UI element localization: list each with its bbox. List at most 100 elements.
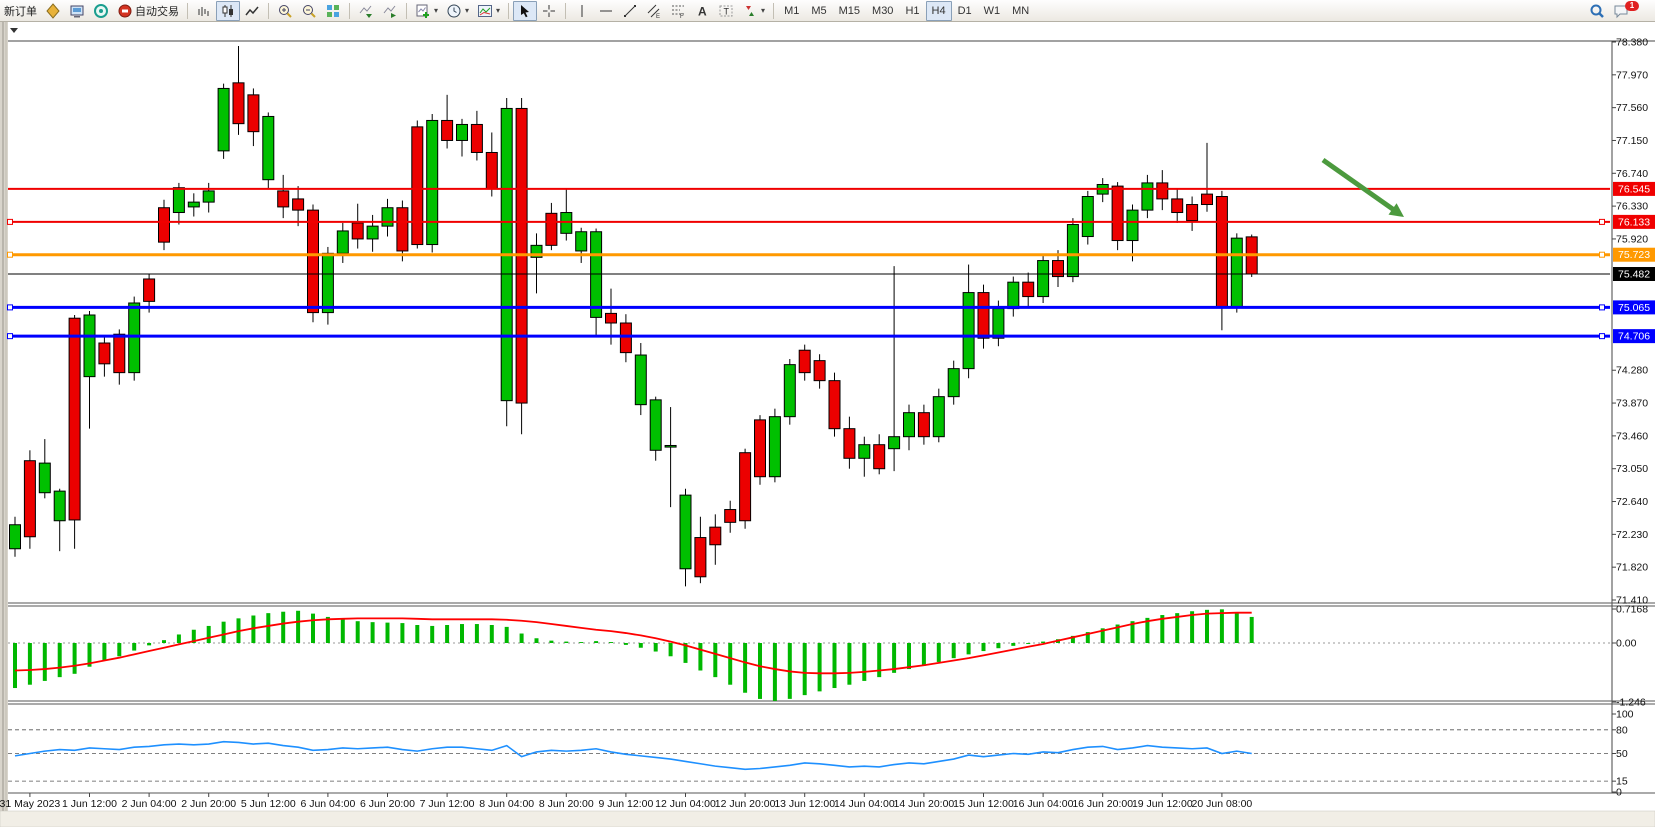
price-tick-label: 78.380 [1616,37,1648,49]
candle [575,231,588,252]
chart-title-dropdown-icon[interactable] [10,28,18,33]
timeframe-button-d1[interactable]: D1 [957,4,972,17]
toolbar-separator [187,2,188,19]
trendline-button[interactable] [618,1,642,21]
time-tick-label: 5 Jun 12:00 [241,798,296,810]
toolbar-separator [268,2,269,19]
candlestick-chart-button[interactable] [216,0,240,21]
timeframe-button-h4[interactable]: H4 [925,0,952,21]
zoom-out-button[interactable] [297,1,321,21]
candle [1007,281,1020,310]
level-line-handle[interactable] [1599,333,1605,340]
macd-axis-label: 0.7168 [1616,604,1648,616]
candle [977,292,990,339]
cursor-icon [521,4,530,17]
zoom-in-button[interactable] [273,1,297,21]
crosshair-button[interactable] [537,1,561,21]
level-line-handle[interactable] [1599,304,1605,311]
candle [1156,182,1169,200]
level-line-handle[interactable] [7,251,13,258]
fibonacci-button[interactable]: F [666,1,690,21]
timeframe-button-m1[interactable]: M1 [784,4,800,17]
fibo-icon: F [672,5,685,19]
level-line-handle[interactable] [1599,218,1605,225]
level-price-label: 74.706 [1618,331,1650,343]
time-tick-label: 9 Jun 12:00 [598,798,653,810]
timeframe-button-m15[interactable]: M15 [838,4,861,17]
hline-icon [600,10,613,11]
candle [1022,281,1035,298]
main-toolbar: 新订单 自动交易 ▾ ▾ ▾ E F A T ▾ M1 M5 M15 M30 H1 H4 D1 W1 MN 1 [0,0,1655,22]
navigator-icon-button[interactable] [89,1,113,21]
dropdown-caret-icon[interactable]: ▾ [465,6,470,15]
label-t-icon: T [719,5,733,16]
toolbar-separator [349,2,350,19]
level-line-handle[interactable] [7,304,13,311]
time-tick-label: 12 Jun 20:00 [715,798,776,810]
level-line-handle[interactable] [7,333,13,340]
time-tick-label: 2 Jun 04:00 [122,798,177,810]
tile-icon [327,4,339,17]
search-button[interactable] [1585,1,1609,21]
candle [873,444,886,470]
trend-arrow-annotation[interactable] [1321,157,1398,214]
main-plot-area[interactable] [8,41,1610,603]
indicators-button[interactable]: ▾ [473,1,504,21]
autotrading-button[interactable]: 自动交易 [113,1,183,21]
candle [247,94,260,133]
text-button[interactable]: A [690,1,714,21]
notifications-button[interactable]: 1 [1609,0,1649,21]
price-tick-label: 76.330 [1616,201,1648,213]
text-label-button[interactable]: T [714,1,738,21]
price-tick-label: 71.820 [1616,562,1648,574]
candle [858,444,871,459]
timeframe-button-h1[interactable]: H1 [905,4,920,17]
arrows-button[interactable]: ▾ [738,1,769,21]
candle [932,396,945,438]
level-line-handle[interactable] [7,218,13,225]
terminal-icon-button[interactable] [65,1,89,21]
time-tick-label: 12 Jun 04:00 [655,798,716,810]
line-chart-button[interactable] [240,1,264,21]
candle [888,436,901,450]
timeframe-button-m30[interactable]: M30 [872,4,894,17]
timeframe-button-mn[interactable]: MN [1012,4,1030,17]
bar-chart-button[interactable] [192,1,216,21]
vertical-line-button[interactable] [570,1,594,21]
new-chart-button[interactable]: ▾ [411,1,442,21]
level-price-label-box [1613,267,1655,282]
level-line-handle[interactable] [1599,251,1605,258]
autoscroll-icon [359,5,372,18]
rsi-axis-label: 100 [1616,709,1634,721]
rsi-axis-label: 50 [1616,748,1628,760]
candle [292,198,305,211]
timeframe-button-w1[interactable]: W1 [983,4,1001,17]
price-tick-label: 72.640 [1616,496,1648,508]
horizontal-line-button[interactable] [594,1,618,21]
periods-button[interactable]: ▾ [442,1,473,21]
price-tick-label: 76.740 [1616,168,1648,180]
price-tick-label: 74.280 [1616,365,1648,377]
chart-shift-button[interactable] [378,1,402,21]
dropdown-caret-icon[interactable]: ▾ [761,6,766,15]
gold-badge-icon-button[interactable] [41,1,65,21]
robot-icon [118,4,132,17]
macd-axis-label: -1.246 [1616,697,1646,709]
candle [560,212,573,234]
candle [917,412,930,438]
candle [98,342,111,365]
dropdown-caret-icon[interactable]: ▾ [496,6,501,15]
tile-windows-button[interactable] [321,1,345,21]
trend-arrow-head[interactable] [1388,203,1404,217]
timeframe-button-m5[interactable]: M5 [811,4,827,17]
candle [68,317,81,521]
candle [992,308,1005,339]
candle [1081,196,1094,238]
dropdown-caret-icon[interactable]: ▾ [434,6,439,15]
new-order-button[interactable]: 新订单 [0,1,41,21]
candle [1066,224,1079,278]
candle [634,354,647,406]
equidistant-channel-button[interactable]: E [642,1,666,21]
cursor-button[interactable] [513,0,538,21]
auto-scroll-button[interactable] [354,1,378,21]
